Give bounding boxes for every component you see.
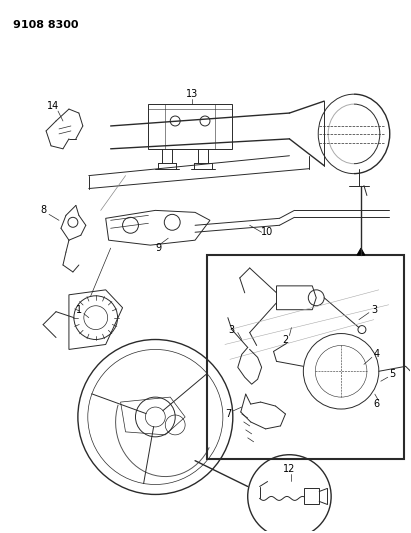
Text: 3: 3 (372, 305, 378, 314)
Bar (207, 255, 404, 459)
Text: 7: 7 (225, 409, 231, 419)
Text: 14: 14 (47, 101, 59, 111)
Text: 4: 4 (374, 350, 380, 359)
Text: 12: 12 (283, 464, 296, 474)
Text: 6: 6 (374, 399, 380, 409)
Text: 2: 2 (282, 335, 289, 344)
Text: 5: 5 (390, 369, 396, 379)
Polygon shape (357, 248, 365, 255)
Text: 10: 10 (261, 227, 274, 237)
Text: 3: 3 (229, 325, 235, 335)
Text: 9: 9 (155, 243, 162, 253)
Text: 1: 1 (76, 305, 82, 314)
Text: 13: 13 (186, 89, 198, 99)
Text: 9108 8300: 9108 8300 (13, 20, 79, 30)
Text: 8: 8 (40, 205, 46, 215)
